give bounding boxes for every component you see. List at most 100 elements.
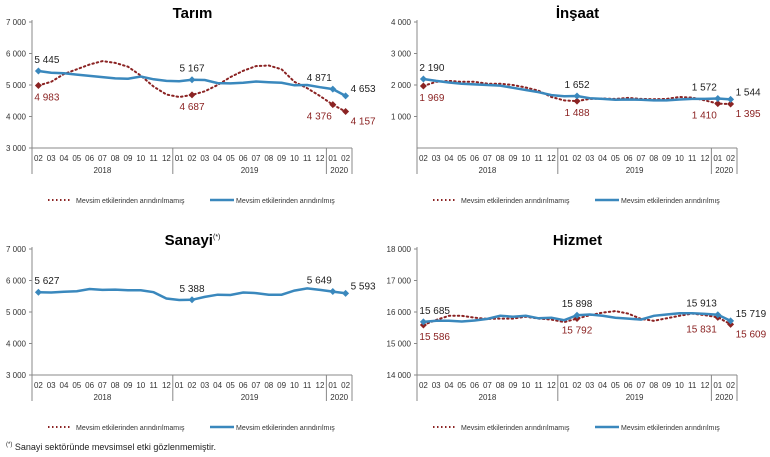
x-tick-label: 04 [213,154,222,163]
data-label: 4 653 [351,84,376,95]
chart-sanayi: Sanayi(*) 3 000 4 000 5 000 6 000 7 000 02 03 0… [0,227,385,442]
x-tick-label: 04 [60,381,69,390]
y-tick-label: 16 000 [387,308,412,317]
data-point-marker [188,91,196,99]
data-label: 15 586 [419,332,450,343]
x-tick-label: 06 [85,154,94,163]
data-label: 1 410 [692,111,717,122]
data-label: 5 445 [34,55,59,66]
x-tick-label: 02 [726,381,735,390]
x-tick-label: 02 [34,381,43,390]
x-tick-label: 07 [98,154,107,163]
y-tick-label: 4 000 [6,340,27,349]
x-tick-label: 09 [277,154,286,163]
chart-title-text: Tarım [172,5,213,22]
legend-label-adjusted: Mevsim etkilerinden arındırılmış [621,425,720,432]
x-tick-label: 07 [483,381,492,390]
x-tick-label: 09 [662,381,671,390]
year-label: 2019 [241,393,259,402]
x-tick-label: 10 [675,154,684,163]
data-point-marker [573,92,581,100]
x-tick-label: 11 [303,381,312,390]
chart-tarim: Tarım 3 000 4 000 5 000 6 000 7 000 02 03 04 05 0… [0,0,385,215]
y-tick-label: 5 000 [6,81,27,90]
data-label: 15 831 [686,324,717,335]
data-point-marker [727,100,735,108]
x-tick-label: 03 [47,154,56,163]
x-tick-label: 11 [688,154,697,163]
x-tick-label: 11 [534,154,543,163]
x-tick-label: 12 [547,381,556,390]
data-label: 4 687 [179,102,204,113]
data-label: 1 969 [419,93,444,104]
x-tick-label: 08 [496,381,505,390]
legend-label-adjusted: Mevsim etkilerinden arındırılmış [621,198,720,205]
x-tick-label: 10 [290,154,299,163]
x-tick-label: 07 [637,381,646,390]
chart-title-text: Sanayi [164,232,213,249]
x-tick-label: 06 [239,154,248,163]
x-tick-label: 02 [573,381,582,390]
x-tick-label: 02 [726,154,735,163]
x-tick-label: 10 [290,381,299,390]
y-tick-label: 3 000 [6,371,27,380]
x-tick-label: 12 [162,381,171,390]
x-tick-label: 10 [521,381,530,390]
data-label: 15 913 [686,299,717,310]
data-point-marker [329,101,337,109]
x-tick-label: 12 [547,154,556,163]
x-tick-label: 08 [111,381,120,390]
y-tick-label: 6 000 [6,277,27,286]
legend-label-unadjusted: Mevsim etkilerinden arındırılmamış [461,425,570,432]
x-tick-label: 02 [34,154,43,163]
y-tick-label: 1 000 [391,113,412,122]
data-label: 1 652 [564,80,589,91]
data-point-marker [714,100,722,108]
chart-title-text: Hizmet [552,232,603,249]
data-point-marker [727,317,735,325]
data-point-marker [34,67,42,75]
chart-title: Hizmet [385,232,770,249]
data-point-marker [573,311,581,319]
y-tick-label: 3 000 [6,144,27,153]
x-tick-label: 04 [598,154,607,163]
x-tick-label: 09 [509,154,518,163]
x-tick-label: 06 [85,381,94,390]
data-label: 1 544 [736,87,761,98]
x-tick-label: 02 [573,154,582,163]
x-tick-label: 02 [188,381,197,390]
x-tick-label: 07 [98,381,107,390]
chart-title: Sanayi(*) [0,232,385,249]
x-tick-label: 05 [611,381,620,390]
y-tick-label: 15 000 [387,340,412,349]
x-tick-label: 11 [303,154,312,163]
x-tick-label: 04 [445,154,454,163]
x-tick-label: 05 [611,154,620,163]
year-label: 2019 [626,166,644,175]
x-tick-label: 04 [60,154,69,163]
x-tick-label: 03 [585,381,594,390]
year-label: 2020 [330,166,348,175]
y-tick-label: 5 000 [6,308,27,317]
x-tick-label: 08 [111,154,120,163]
x-tick-label: 08 [496,154,505,163]
chart-insaat: İnşaat 1 000 2 000 3 000 4 000 02 03 04 05 06 07 0… [385,0,770,215]
footnote-mark: (*) [6,442,13,448]
legend-label-adjusted: Mevsim etkilerinden arındırılmış [236,198,335,205]
x-tick-label: 12 [701,154,710,163]
y-tick-label: 7 000 [6,245,27,254]
x-tick-label: 08 [649,381,658,390]
x-tick-label: 07 [483,154,492,163]
x-tick-label: 05 [226,154,235,163]
x-tick-label: 06 [624,154,633,163]
x-tick-label: 04 [213,381,222,390]
footnote-text: Sanayi sektöründe mevsimsel etki gözlenm… [14,442,216,452]
x-tick-label: 01 [560,381,569,390]
data-label: 5 627 [34,276,59,287]
x-tick-label: 12 [316,381,325,390]
footnote: (*) Sanayi sektöründe mevsimsel etki göz… [6,442,216,452]
x-tick-label: 05 [457,381,466,390]
x-tick-label: 09 [124,381,133,390]
data-label: 5 388 [179,284,204,295]
